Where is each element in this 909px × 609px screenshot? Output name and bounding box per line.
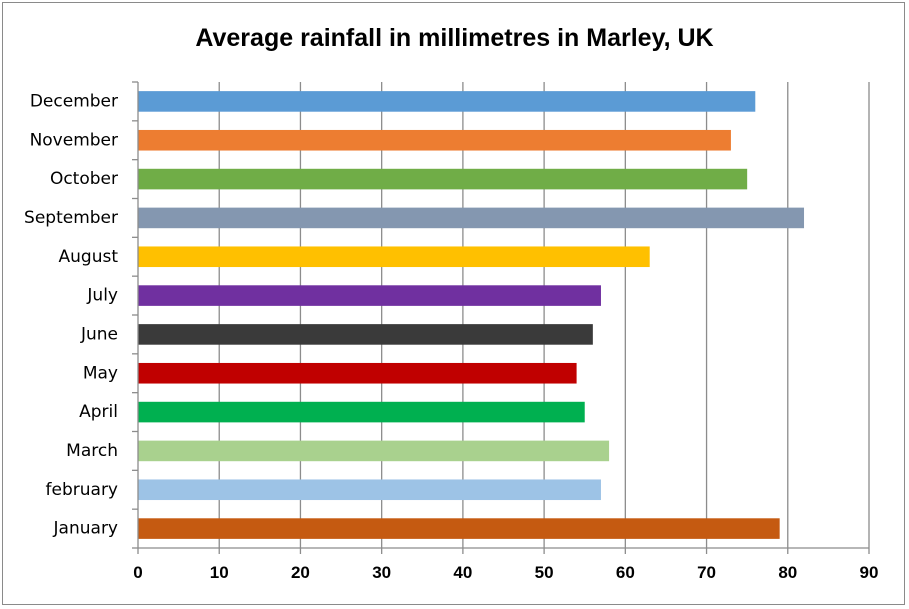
x-tick-label-60: 60 (616, 563, 635, 582)
x-tick-label-20: 20 (291, 563, 310, 582)
x-tick-label-80: 80 (778, 563, 797, 582)
x-tick-label-0: 0 (133, 563, 142, 582)
bar-december (138, 91, 756, 112)
bars (138, 91, 805, 539)
category-label-january: January (53, 519, 118, 539)
chart-title: Average rainfall in millimetres in Marle… (195, 24, 714, 52)
axes (132, 81, 870, 554)
bar-july (138, 285, 601, 306)
category-label-november: November (30, 130, 118, 150)
x-tick-label-50: 50 (535, 563, 554, 582)
x-tick-label-70: 70 (697, 563, 716, 582)
bar-november (138, 129, 731, 151)
x-tick-label-90: 90 (860, 563, 879, 582)
bar-january (138, 518, 780, 539)
x-tick-label-30: 30 (372, 563, 391, 582)
category-label-february: february (46, 480, 118, 500)
category-label-june: June (80, 324, 118, 344)
category-label-december: December (30, 91, 118, 111)
bar-april (138, 401, 585, 423)
bar-october (138, 168, 748, 190)
tick-labels: 0 10 20 30 40 50 60 70 80 90 (133, 563, 878, 582)
category-label-april: April (79, 402, 118, 422)
category-label-august: August (59, 247, 119, 267)
category-label-october: October (50, 169, 118, 189)
category-label-march: March (66, 441, 118, 461)
bar-february (138, 479, 601, 501)
category-label-may: May (83, 363, 118, 383)
bar-september (138, 207, 805, 229)
category-labels: January february March April May June July Augu… (24, 91, 118, 538)
grid-lines (218, 82, 870, 548)
category-label-september: September (24, 208, 118, 228)
x-tick-label-10: 10 (210, 563, 229, 582)
bar-june (138, 324, 593, 345)
x-tick-label-40: 40 (453, 563, 472, 582)
bar-august (138, 246, 650, 268)
bar-march (138, 440, 610, 462)
bar-may (138, 362, 577, 384)
category-label-july: July (86, 286, 118, 306)
